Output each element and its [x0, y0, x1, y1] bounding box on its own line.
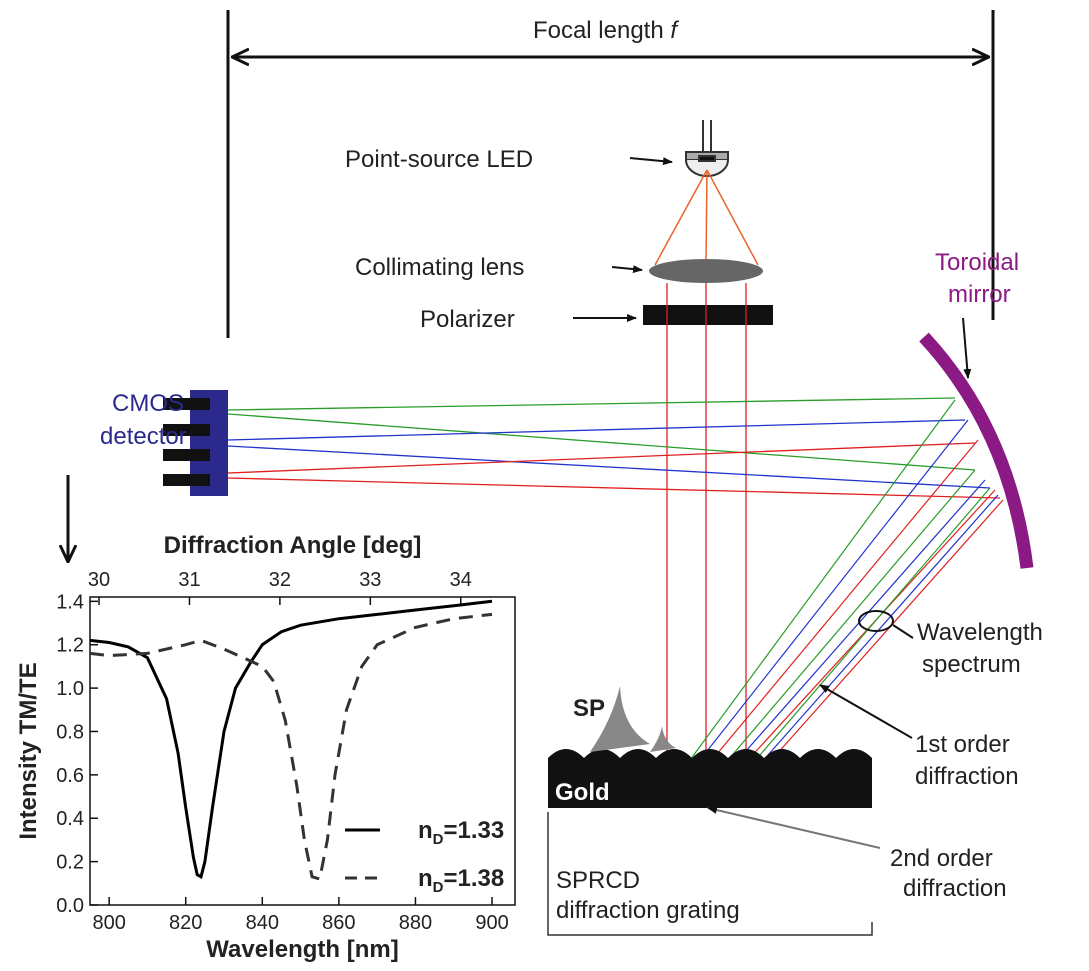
arrow: [629, 157, 673, 166]
reflected-rays: [227, 397, 1001, 499]
collimated-beam: [666, 283, 747, 770]
surface-plasmon: [590, 686, 650, 752]
diffracted-rays: [689, 399, 1004, 761]
cmos-detector: [163, 390, 228, 496]
x-tick-label: 900: [475, 912, 508, 934]
y-tick-label: 0.0: [56, 895, 84, 917]
x2-tick-label: 34: [450, 569, 472, 591]
y-tick-label: 1.0: [56, 678, 84, 700]
legend-label: nD=1.33: [418, 817, 504, 848]
grating-bracket: [547, 812, 873, 936]
x-tick-label: 800: [92, 912, 125, 934]
arrow: [611, 265, 643, 274]
legend-label: nD=1.38: [418, 865, 504, 896]
first-order-label: 1st order: [915, 731, 1010, 758]
spectrum-label: spectrum: [922, 651, 1021, 678]
x2-tick-label: 30: [88, 569, 110, 591]
x-tick-label: 820: [169, 912, 202, 934]
x2-tick-label: 33: [359, 569, 381, 591]
y-axis-title: Intensity TM/TE: [15, 662, 42, 839]
y-tick-label: 0.8: [56, 721, 84, 743]
detector-label: detector: [100, 423, 187, 450]
y-tick-label: 1.2: [56, 635, 84, 657]
first-order-label: diffraction: [915, 763, 1019, 790]
surface-plasmon: [650, 726, 676, 752]
lens-label: Collimating lens: [355, 254, 524, 281]
arrow: [892, 624, 914, 639]
inset-chart: 800 820 840 860 880 900 30 31 32 33 34 0.0 0.2 0.4 0.6…: [15, 532, 516, 963]
led-beam: [654, 169, 759, 266]
data-line: [89, 612, 493, 881]
collimating-lens: [649, 259, 763, 283]
x2-tick-label: 32: [269, 569, 291, 591]
detector-label: CMOS: [112, 390, 184, 417]
second-order-label: 2nd order: [890, 845, 993, 872]
grating-label: SPRCD: [556, 867, 640, 894]
led-label: Point-source LED: [345, 146, 533, 173]
polarizer-label: Polarizer: [420, 306, 515, 333]
grating-label: diffraction grating: [556, 897, 740, 924]
spectrum-marker: [858, 610, 894, 632]
spectrum-label: Wavelength: [917, 619, 1043, 646]
arrow: [707, 806, 881, 849]
x-tick-label: 860: [322, 912, 355, 934]
toroidal-mirror: [919, 332, 1034, 569]
focal-length: [226, 10, 995, 338]
x-tick-label: 840: [246, 912, 279, 934]
second-order-label: diffraction: [903, 875, 1007, 902]
gold-grating: [548, 749, 872, 808]
y-tick-label: 0.6: [56, 765, 84, 787]
x2-axis-title: Diffraction Angle [deg]: [164, 532, 422, 559]
x-tick-label: 880: [399, 912, 432, 934]
plot-frame: [89, 596, 516, 906]
led: [685, 120, 729, 177]
sp-label: SP: [573, 695, 605, 722]
y-tick-label: 1.4: [56, 591, 84, 613]
mirror-label: Toroidal: [935, 249, 1019, 276]
arrow: [962, 317, 972, 379]
polarizer: [643, 305, 773, 325]
x-axis-title: Wavelength [nm]: [206, 936, 398, 963]
x2-tick-label: 31: [178, 569, 200, 591]
data-line: [89, 599, 493, 880]
focal-length-label: Focal length f: [533, 17, 679, 44]
gold-label: Gold: [555, 779, 610, 806]
y-tick-label: 0.4: [56, 808, 84, 830]
y-tick-label: 0.2: [56, 852, 84, 874]
mirror-label: mirror: [948, 281, 1011, 308]
arrow: [819, 684, 913, 739]
